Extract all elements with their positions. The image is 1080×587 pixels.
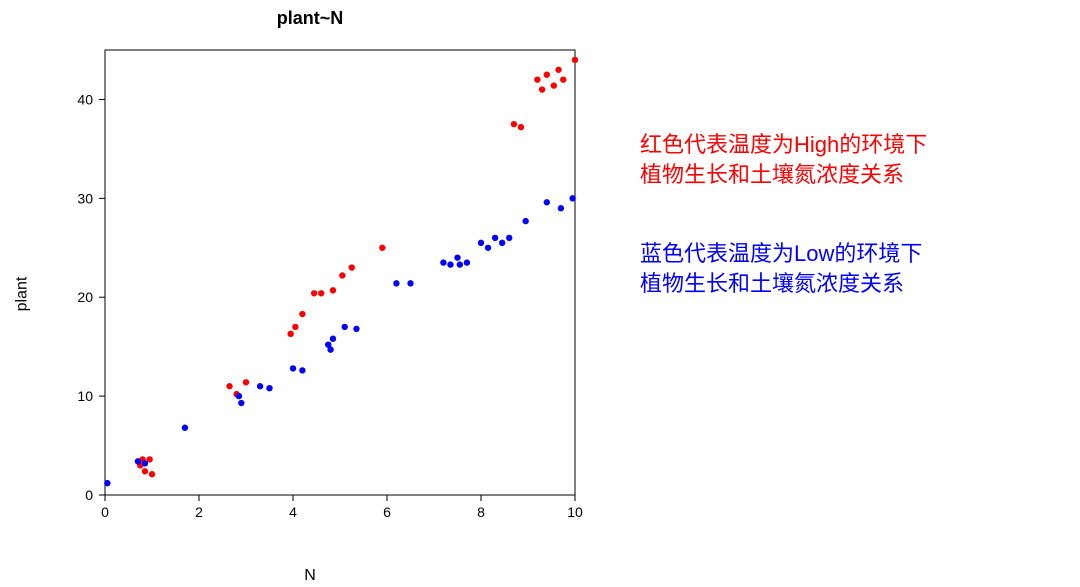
point-high [318,290,324,296]
x-tick-label: 8 [477,504,485,520]
point-high [311,290,317,296]
point-low [327,346,333,352]
x-tick-label: 6 [383,504,391,520]
point-low [447,261,453,267]
point-high [511,121,517,127]
point-low [182,425,188,431]
point-high [544,72,550,78]
point-high [142,468,148,474]
point-low [440,259,446,265]
y-tick-label: 20 [77,289,93,305]
annotation-red: 红色代表温度为High的环境下 植物生长和土壤氮浓度关系 [640,130,1060,189]
point-high [518,124,524,130]
x-tick-label: 10 [567,504,583,520]
plot-box [105,50,575,495]
point-low [238,400,244,406]
point-low [142,460,148,466]
y-tick-label: 40 [77,91,93,107]
point-low [104,480,110,486]
point-low [522,218,528,224]
point-low [454,254,460,260]
point-low [492,235,498,241]
chart-title: plant~N [0,8,620,29]
x-tick-label: 4 [289,504,297,520]
point-low [330,336,336,342]
annotation-blue-line1: 蓝色代表温度为Low的环境下 [640,239,1060,269]
x-axis-label: N [0,567,620,585]
point-high [551,82,557,88]
scatter-plot: 0 2 4 6 8 10 0 10 20 30 40 [60,40,590,540]
point-high [379,245,385,251]
point-high [555,67,561,73]
annotation-blue-line2: 植物生长和土壤氮浓度关系 [640,269,1060,299]
point-low [266,385,272,391]
point-low [342,324,348,330]
point-high [287,331,293,337]
point-high [560,76,566,82]
annotation-panel: 红色代表温度为High的环境下 植物生长和土壤氮浓度关系 蓝色代表温度为Low的… [640,130,1060,349]
point-low [393,280,399,286]
chart-region: plant~N plant 0 2 4 6 8 10 0 10 20 30 40 N [0,0,620,587]
point-low [457,261,463,267]
point-low [290,365,296,371]
annotation-red-line1: 红色代表温度为High的环境下 [640,130,1060,160]
page-root: plant~N plant 0 2 4 6 8 10 0 10 20 30 40 N 红色代表温度为… [0,0,1080,587]
point-high [226,383,232,389]
point-high [339,272,345,278]
point-high [534,76,540,82]
point-high [299,311,305,317]
point-high [149,471,155,477]
point-low [353,326,359,332]
annotation-blue: 蓝色代表温度为Low的环境下 植物生长和土壤氮浓度关系 [640,239,1060,298]
y-tick-label: 10 [77,388,93,404]
x-tick-label: 0 [101,504,109,520]
y-tick-label: 0 [85,487,93,503]
point-low [499,240,505,246]
y-tick-label: 30 [77,190,93,206]
point-low [485,245,491,251]
point-low [506,235,512,241]
point-low [299,367,305,373]
point-high [539,86,545,92]
point-low [257,383,263,389]
point-low [558,205,564,211]
point-low [407,280,413,286]
point-high [330,287,336,293]
annotation-red-line2: 植物生长和土壤氮浓度关系 [640,160,1060,190]
point-low [236,393,242,399]
point-high [243,379,249,385]
point-low [464,259,470,265]
x-tick-label: 2 [195,504,203,520]
point-high [572,57,578,63]
point-low [544,199,550,205]
point-low [135,458,141,464]
point-low [478,240,484,246]
point-high [349,264,355,270]
y-axis-label: plant [13,276,31,311]
point-high [292,324,298,330]
point-low [569,195,575,201]
